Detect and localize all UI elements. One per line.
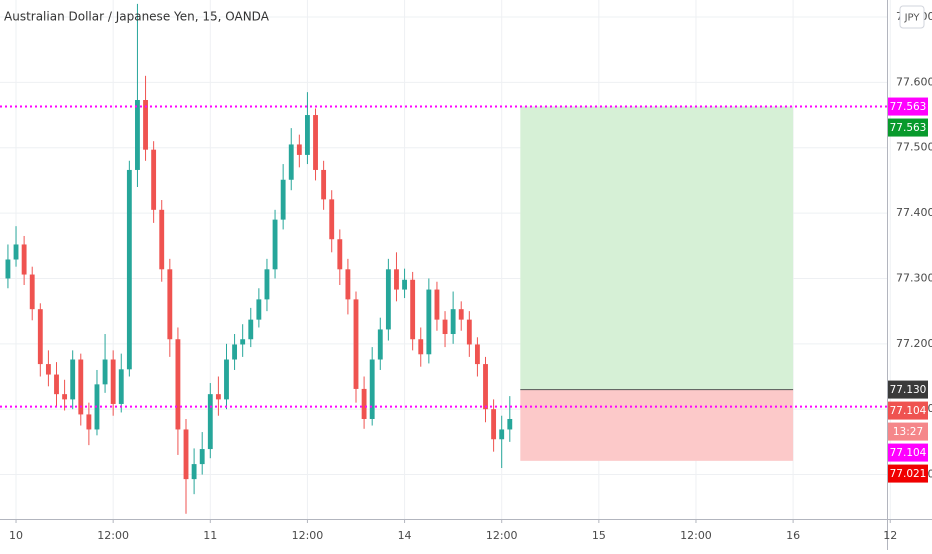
x-tick-label: 11 <box>203 529 217 542</box>
candle-body <box>483 364 488 410</box>
x-tick-label: 12 <box>883 529 897 542</box>
y-tick-label: 77.600 <box>896 75 932 88</box>
candle-body <box>151 149 157 210</box>
candle-body <box>135 100 140 170</box>
candle-body <box>426 289 432 355</box>
candle-body <box>191 464 197 480</box>
loss-zone <box>520 389 794 461</box>
price-label: 77.563 <box>890 101 927 113</box>
candle-body <box>102 359 108 385</box>
price-label: 13:27 <box>893 426 923 438</box>
y-tick-label: 77.400 <box>896 206 932 219</box>
candle-body <box>240 339 246 345</box>
candle-body <box>183 429 189 480</box>
candle-body <box>215 394 221 400</box>
candle-body <box>37 309 43 365</box>
candle-body <box>126 169 132 370</box>
price-label: 77.104 <box>890 405 927 417</box>
candle-body <box>248 319 254 340</box>
candle-body <box>466 319 472 345</box>
candle-body <box>5 259 11 279</box>
candle-body <box>507 418 513 430</box>
candle-body <box>321 169 327 200</box>
candle-body <box>62 394 68 400</box>
candle-body <box>207 394 213 450</box>
x-tick-label: 12:00 <box>97 529 129 542</box>
candle-body <box>345 269 351 300</box>
candle-body <box>402 279 407 290</box>
price-label: 77.104 <box>890 447 927 459</box>
price-label: 77.021 <box>890 468 927 480</box>
candle-body <box>29 274 35 310</box>
x-tick-label: 14 <box>398 529 412 542</box>
candle-body <box>199 449 205 465</box>
candle-body <box>442 319 448 335</box>
candle-body <box>175 339 181 430</box>
y-tick-label: 77.200 <box>896 337 932 350</box>
candle-body <box>491 409 497 440</box>
x-tick-label: 16 <box>786 529 800 542</box>
price-label: 77.130 <box>890 384 927 396</box>
x-tick-label: 10 <box>9 529 23 542</box>
candle-body <box>118 369 124 404</box>
candle-body <box>110 359 116 404</box>
price-label-box <box>888 118 928 137</box>
price-label-box <box>888 464 928 483</box>
candle-body <box>232 344 238 360</box>
candle-body <box>78 359 84 415</box>
x-tick-label: 12:00 <box>680 529 712 542</box>
price-label-box <box>888 380 928 399</box>
candle-body <box>54 374 59 395</box>
candle-body <box>70 359 76 400</box>
candle-body <box>458 309 464 320</box>
x-tick-label: 12:00 <box>486 529 518 542</box>
candle-body <box>410 279 416 340</box>
price-label-box <box>888 443 928 462</box>
candle-body <box>143 100 148 150</box>
candle-body <box>418 339 424 355</box>
price-label: 77.563 <box>890 122 927 134</box>
x-tick-label: 15 <box>592 529 606 542</box>
price-label-box <box>888 401 928 420</box>
candle-body <box>13 244 19 260</box>
candle-body <box>280 179 286 220</box>
candle-body <box>377 329 383 360</box>
candle-body <box>329 199 335 240</box>
candle-body <box>45 364 51 375</box>
candle-body <box>167 269 173 340</box>
candle-body <box>305 115 310 155</box>
candle-body <box>434 289 440 320</box>
y-tick-label: 77.300 <box>896 271 932 284</box>
candle-body <box>353 299 359 389</box>
x-tick-label: 12:00 <box>292 529 324 542</box>
candle-body <box>264 269 270 300</box>
candle-body <box>313 115 318 170</box>
price-label-box <box>888 422 928 441</box>
profit-zone <box>520 106 794 390</box>
candle-body <box>361 388 367 419</box>
candle-body <box>369 359 375 419</box>
candle-body <box>450 309 456 335</box>
chart-title: Australian Dollar / Japanese Yen, 15, OA… <box>4 10 270 24</box>
candle-body <box>499 429 505 440</box>
price-label-box <box>888 97 928 116</box>
candle-body <box>288 144 294 180</box>
candle-body <box>474 344 480 365</box>
candle-body <box>296 144 302 155</box>
plot-area <box>0 0 891 519</box>
candle-body <box>21 244 27 275</box>
candle-body <box>272 219 278 270</box>
candle-body <box>394 269 399 290</box>
candle-body <box>256 299 262 320</box>
currency-badge[interactable] <box>899 5 925 29</box>
currency-label[interactable]: JPY <box>904 13 921 24</box>
candle-body <box>385 269 391 330</box>
y-tick-label: 77.500 <box>896 141 932 154</box>
candle-body <box>159 209 165 270</box>
candle-body <box>337 239 343 270</box>
candle-body <box>224 359 229 400</box>
candle-body <box>86 414 92 430</box>
